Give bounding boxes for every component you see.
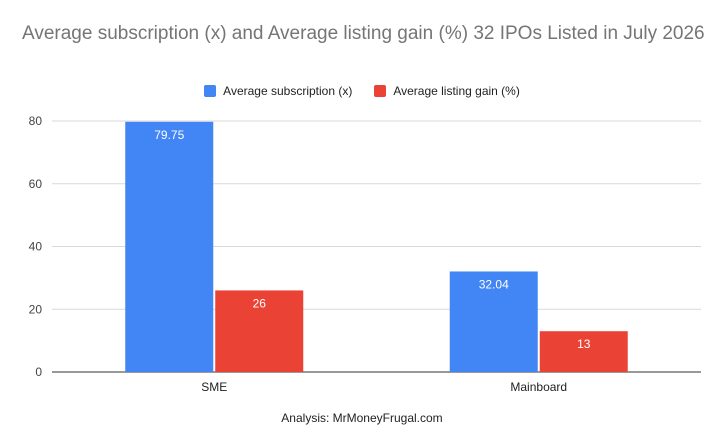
- chart-footer: Analysis: MrMoneyFrugal.com: [281, 411, 443, 425]
- legend-label-subscription: Average subscription (x): [223, 84, 353, 98]
- legend: Average subscription (x) Average listing…: [0, 84, 724, 98]
- legend-item-subscription[interactable]: Average subscription (x): [204, 84, 352, 98]
- y-tick-label: 40: [29, 240, 43, 254]
- legend-swatch-listing-gain: [374, 85, 387, 97]
- legend-swatch-subscription: [204, 85, 217, 97]
- data-label: 13: [577, 337, 591, 351]
- chart-title: Average subscription (x) and Average lis…: [22, 23, 705, 44]
- y-tick-label: 0: [35, 365, 42, 379]
- legend-label-listing-gain: Average listing gain (%): [393, 84, 520, 98]
- data-label: 26: [253, 296, 267, 310]
- bar: [449, 271, 538, 372]
- y-tick-label: 20: [29, 302, 43, 316]
- legend-item-listing-gain[interactable]: Average listing gain (%): [374, 84, 520, 98]
- bar: [539, 331, 628, 372]
- bar: [125, 121, 214, 372]
- y-tick-label: 60: [29, 177, 43, 191]
- x-tick-label: Mainboard: [510, 380, 567, 394]
- data-label: 79.75: [154, 128, 184, 142]
- y-tick-label: 80: [29, 114, 43, 128]
- bar: [215, 290, 304, 372]
- data-label: 32.04: [479, 277, 509, 291]
- x-tick-label: SME: [201, 380, 227, 394]
